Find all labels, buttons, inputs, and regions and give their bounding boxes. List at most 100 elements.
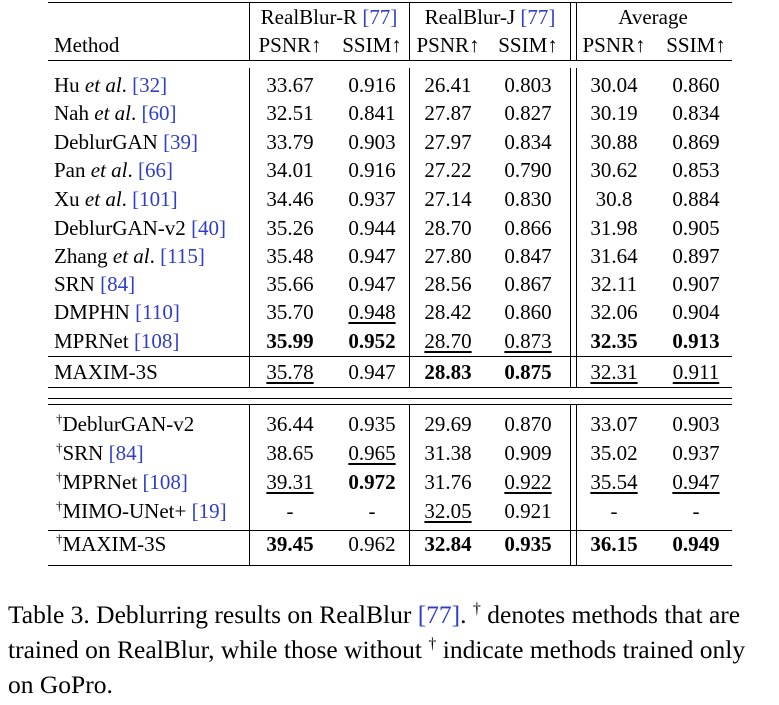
table-cell: 33.79 [250,130,330,154]
table-cell: 27.22 [408,158,488,182]
table-cell: 35.54 [574,470,654,494]
method-cite[interactable]: [101] [132,187,178,211]
cell-value: 29.69 [424,412,472,436]
column-divider [249,68,250,387]
group-header-label: RealBlur-R [260,5,358,29]
method-cite[interactable]: [115] [160,244,205,268]
method-name-text: DeblurGAN-v2 [62,412,195,436]
method-name-text: SRN [62,441,109,465]
cell-value: 28.70 [424,216,472,240]
cell-value: 0.952 [348,329,396,353]
metric-header: PSNR↑ [258,33,322,57]
table-cell: 0.803 [488,73,568,97]
horizontal-rule [48,565,732,566]
table-cell: 26.41 [408,73,488,97]
table-cell: 27.87 [408,101,488,125]
method-cite[interactable]: [108] [142,470,188,494]
method-cite[interactable]: [32] [132,73,168,97]
method-name-text: SRN [54,272,101,296]
table-cell: 0.937 [332,187,412,211]
column-divider [249,404,250,565]
cell-value: 0.841 [348,101,396,125]
cell-value: 0.875 [504,360,552,384]
method-name-text: MIMO-UNet+ [62,499,192,523]
table-cell: 0.944 [332,216,412,240]
cell-value: 0.907 [672,272,720,296]
method-name-text: MPRNet [62,470,143,494]
cell-value: 36.44 [266,412,314,436]
cell-value: 28.42 [424,300,472,324]
dagger-symbol: † [472,600,481,618]
group-header-cite[interactable]: [77] [362,5,398,29]
cell-value: 0.949 [672,532,720,556]
horizontal-rule [48,387,732,388]
table-cell: 0.903 [656,412,736,436]
method-name: Nah et al. [60] [54,101,177,125]
horizontal-rule [48,356,732,357]
caption-cite[interactable]: [77] [417,600,461,629]
column-divider [576,68,577,387]
cell-value: 0.866 [504,216,552,240]
table-cell: 30.62 [574,158,654,182]
table-cell: 27.14 [408,187,488,211]
cell-value: 0.834 [504,130,552,154]
method-cite[interactable]: [60] [141,101,177,125]
method-name-suffix: . [127,158,138,182]
column-divider [570,2,571,60]
column-divider [576,404,577,565]
metric-header: SSIM↑ [342,33,402,57]
horizontal-rule [48,530,732,531]
cell-value: 0.847 [504,244,552,268]
cell-value: 33.07 [590,412,638,436]
method-cite[interactable]: [110] [135,300,180,324]
metric-header: SSIM↑ [498,33,558,57]
cell-value: 39.31 [266,470,314,494]
cell-value: 0.897 [672,244,720,268]
method-cite[interactable]: [19] [191,499,227,523]
metric-header: SSIM↑ [666,33,726,57]
cell-value: 28.83 [424,360,472,384]
cell-value: 0.947 [672,470,720,494]
cell-value: 30.8 [595,187,633,211]
table-cell: 0.947 [332,360,412,384]
metric-header: PSNR↑ [416,33,480,57]
method-name-suffix: . [121,73,133,97]
method-name-suffix: . [149,244,161,268]
table-cell: 0.834 [656,101,736,125]
method-cite[interactable]: [84] [108,441,144,465]
table-cell: - [656,499,736,523]
cell-value: 0.909 [504,441,552,465]
cell-value: 0.869 [672,130,720,154]
dagger-symbol: † [56,440,63,455]
cell-value: 27.80 [424,244,472,268]
cell-value: 0.922 [504,470,552,494]
table-cell: 38.65 [250,441,330,465]
group-header-cite[interactable]: [77] [520,5,556,29]
cell-value: 31.64 [590,244,638,268]
table-cell: 32.51 [250,101,330,125]
method-etal: et al [112,244,150,268]
method-cite[interactable]: [108] [133,329,180,353]
cell-value: 0.913 [672,329,720,353]
table-cell: - [250,499,330,523]
cell-value: 0.870 [504,412,552,436]
cell-value: 34.01 [266,158,314,182]
table-cell: 36.15 [574,532,654,556]
cell-value: 35.78 [266,360,314,384]
table-cell: 0.907 [656,272,736,296]
table-cell: 28.70 [408,216,488,240]
method-name: †DeblurGAN-v2 [56,412,194,436]
table-cell: 0.937 [656,441,736,465]
method-cite[interactable]: [66] [138,158,173,182]
method-cite[interactable]: [40] [191,216,227,240]
horizontal-rule [48,404,732,405]
method-cite[interactable]: [39] [163,130,199,154]
table-cell: 28.70 [408,329,488,353]
method-cite[interactable]: [84] [100,272,136,296]
table-cell: 27.97 [408,130,488,154]
table-cell: 30.04 [574,73,654,97]
table-cell: 0.790 [488,158,568,182]
cell-value: 0.860 [672,73,720,97]
method-name: Hu et al. [32] [54,73,167,97]
cell-value: 0.948 [348,300,396,324]
